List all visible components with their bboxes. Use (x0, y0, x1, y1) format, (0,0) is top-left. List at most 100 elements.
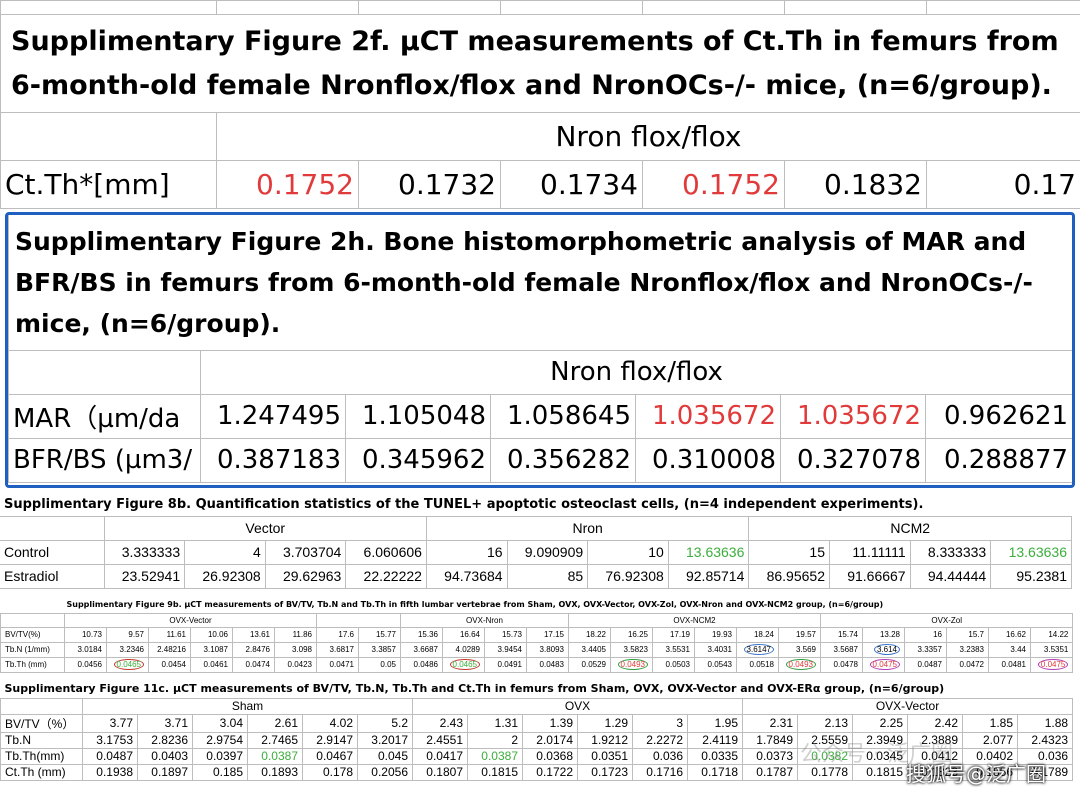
fig8b-value: 10 (587, 539, 669, 565)
fig11c-value: 2.9754 (192, 731, 248, 749)
fig9b-value: 17.6 (316, 626, 359, 643)
fig2f-group-header: Nron flox/flox (216, 112, 1080, 161)
fig8b-value: 8.333333 (909, 539, 992, 565)
fig11c-value: 0.0351 (577, 747, 633, 765)
fig11c-section: Supplimentary Figure 11c. µCT measuremen… (0, 680, 1080, 794)
fig9b-value: 4.0289 (442, 641, 485, 658)
fig9b-value: 3.3357 (904, 641, 947, 658)
fig9b-value: 13.61 (232, 626, 275, 643)
fig9b-value: 3.5351 (1029, 641, 1074, 658)
fig9b-value: 0.0481 (988, 656, 1031, 673)
fig9b-value: 15.73 (484, 626, 527, 643)
fig11c-value: 3.04 (192, 713, 248, 733)
fig9b-section: Supplimentary Figure 9b. µCT measurement… (0, 597, 1080, 677)
fig9b-row-label: Tb.Th (mm) (0, 656, 65, 673)
watermark-bg: 公众号 · 泛广圈 (800, 742, 953, 767)
fig2f-value: 0.1732 (358, 160, 501, 209)
fig11c-value: 0.1718 (687, 763, 743, 781)
fig8b-group-header: Vector (103, 515, 427, 541)
fig9b-value: 0.0483 (526, 656, 569, 673)
fig8b-row-label: Estradiol (0, 563, 105, 589)
fig8b-group-header: NCM2 (748, 515, 1072, 541)
fig2f-row-label: Ct.Th*[mm] (0, 160, 217, 209)
fig11c-value: 3.77 (82, 713, 138, 733)
fig9b-row: Tb.Th (mm) 0.0456 0.0465 0.0454 0.0461 0… (0, 656, 1074, 673)
fig2h-value: 0.345962 (345, 437, 491, 483)
fig2h-value: 1.247495 (200, 393, 346, 439)
fig9b-value: 0.0423 (274, 656, 317, 673)
fig8b-value: 91.66667 (829, 563, 911, 589)
fig11c-value: 0.0487 (82, 747, 138, 765)
fig9b-value: 15.74 (820, 626, 863, 643)
fig2h-value: 0.310008 (635, 437, 781, 483)
fig9b-value: 3.5823 (610, 641, 653, 658)
fig9b-value-circled: 0.0493 (617, 659, 648, 670)
fig9b-row: BV/TV(%) 10.73 9.57 11.61 10.06 13.61 11… (0, 626, 1074, 643)
fig9b-value-circled: 0.0465 (113, 659, 144, 670)
fig11c-value: 0.178 (302, 763, 358, 781)
fig2h-row-label: MAR（µm/da (8, 393, 201, 439)
fig11c-value: 2.42 (907, 713, 963, 733)
fig9b-value-circled: 3.6147 (743, 644, 774, 655)
fig9b-value: 3.1087 (190, 641, 233, 658)
fig9b-value: 17.15 (526, 626, 569, 643)
fig9b-value: 0.0471 (316, 656, 359, 673)
fig2h-value: 1.035672 (635, 393, 781, 439)
fig9b-value: 0.0456 (64, 656, 107, 673)
fig11c-value: 0.0387 (247, 747, 303, 765)
fig8b-value: 76.92308 (587, 563, 669, 589)
fig9b-value: 16.62 (988, 626, 1031, 643)
fig8b-value: 95.2381 (990, 563, 1072, 589)
fig11c-value: 0.1815 (467, 763, 523, 781)
fig2f-title: Supplimentary Figure 2f. µCT measurement… (0, 14, 1080, 113)
fig8b-value: 9.090909 (506, 539, 589, 565)
fig2h-value: 0.962621 (924, 393, 1072, 439)
fig9b-row-label: BV/TV(%) (0, 626, 65, 643)
fig9b-value: 0.0518 (736, 656, 779, 673)
fig8b-table: Supplimentary Figure 8b. Quantification … (0, 494, 1072, 589)
fig11c-value: 0.1723 (577, 763, 633, 781)
fig9b-value: 0.0529 (568, 656, 611, 673)
fig9b-value: 3.4405 (568, 641, 611, 658)
fig11c-group-header: OVX-Vector (741, 697, 1074, 715)
fig9b-value: 14.22 (1029, 626, 1074, 643)
fig8b-value: 13.63636 (667, 539, 750, 565)
fig11c-value: 2.9147 (302, 731, 358, 749)
fig9b-value: 0.0543 (694, 656, 737, 673)
fig11c-value: 2.4551 (412, 731, 468, 749)
fig11c-value: 0.0467 (302, 747, 358, 765)
fig9b-value-circled: 3.614 (873, 644, 900, 655)
fig11c-value: 2.0174 (522, 731, 578, 749)
fig11c-value: 0.0382 (797, 747, 853, 765)
fig2h-value: 1.105048 (345, 393, 491, 439)
fig9b-value: 19.57 (778, 626, 821, 643)
fig8b-value: 23.52941 (103, 563, 186, 589)
fig9b-value: 0.0454 (148, 656, 191, 673)
fig9b-value: 18.22 (568, 626, 611, 643)
fig2f-value: 0.1752 (216, 160, 359, 209)
fig9b-value: 11.86 (274, 626, 317, 643)
fig8b-value: 86.95652 (748, 563, 830, 589)
fig9b-value: 19.93 (694, 626, 737, 643)
fig11c-value: 4.02 (302, 713, 358, 733)
fig11c-value: 0.0397 (192, 747, 248, 765)
fig9b-value: 10.06 (190, 626, 233, 643)
fig9b-value: 0.05 (358, 656, 401, 673)
fig8b-value: 22.22222 (345, 563, 427, 589)
fig9b-group-header: OVX-NCM2 (568, 612, 821, 628)
fig11c-value: 5.2 (357, 713, 413, 733)
fig9b-group-header: OVX-Vector (64, 612, 317, 628)
fig11c-value: 1.9212 (577, 731, 633, 749)
fig8b-value: 92.85714 (667, 563, 750, 589)
fig11c-value: 0.0335 (687, 747, 743, 765)
fig2f-value: 0.1832 (784, 160, 927, 209)
fig11c-value: 2.2272 (632, 731, 688, 749)
fig11c-value: 0.1807 (412, 763, 468, 781)
fig2h-row-label: BFR/BS (µm3/ (8, 437, 201, 483)
fig8b-value: 3.703704 (264, 539, 347, 565)
fig9b-value: 3.5687 (820, 641, 863, 658)
fig11c-value: 0.036 (1016, 747, 1074, 765)
fig11c-row-label: Tb.Th(mm) (0, 747, 83, 765)
fig9b-title: Supplimentary Figure 9b. µCT measurement… (66, 600, 884, 610)
fig8b-value: 3.333333 (103, 539, 186, 565)
